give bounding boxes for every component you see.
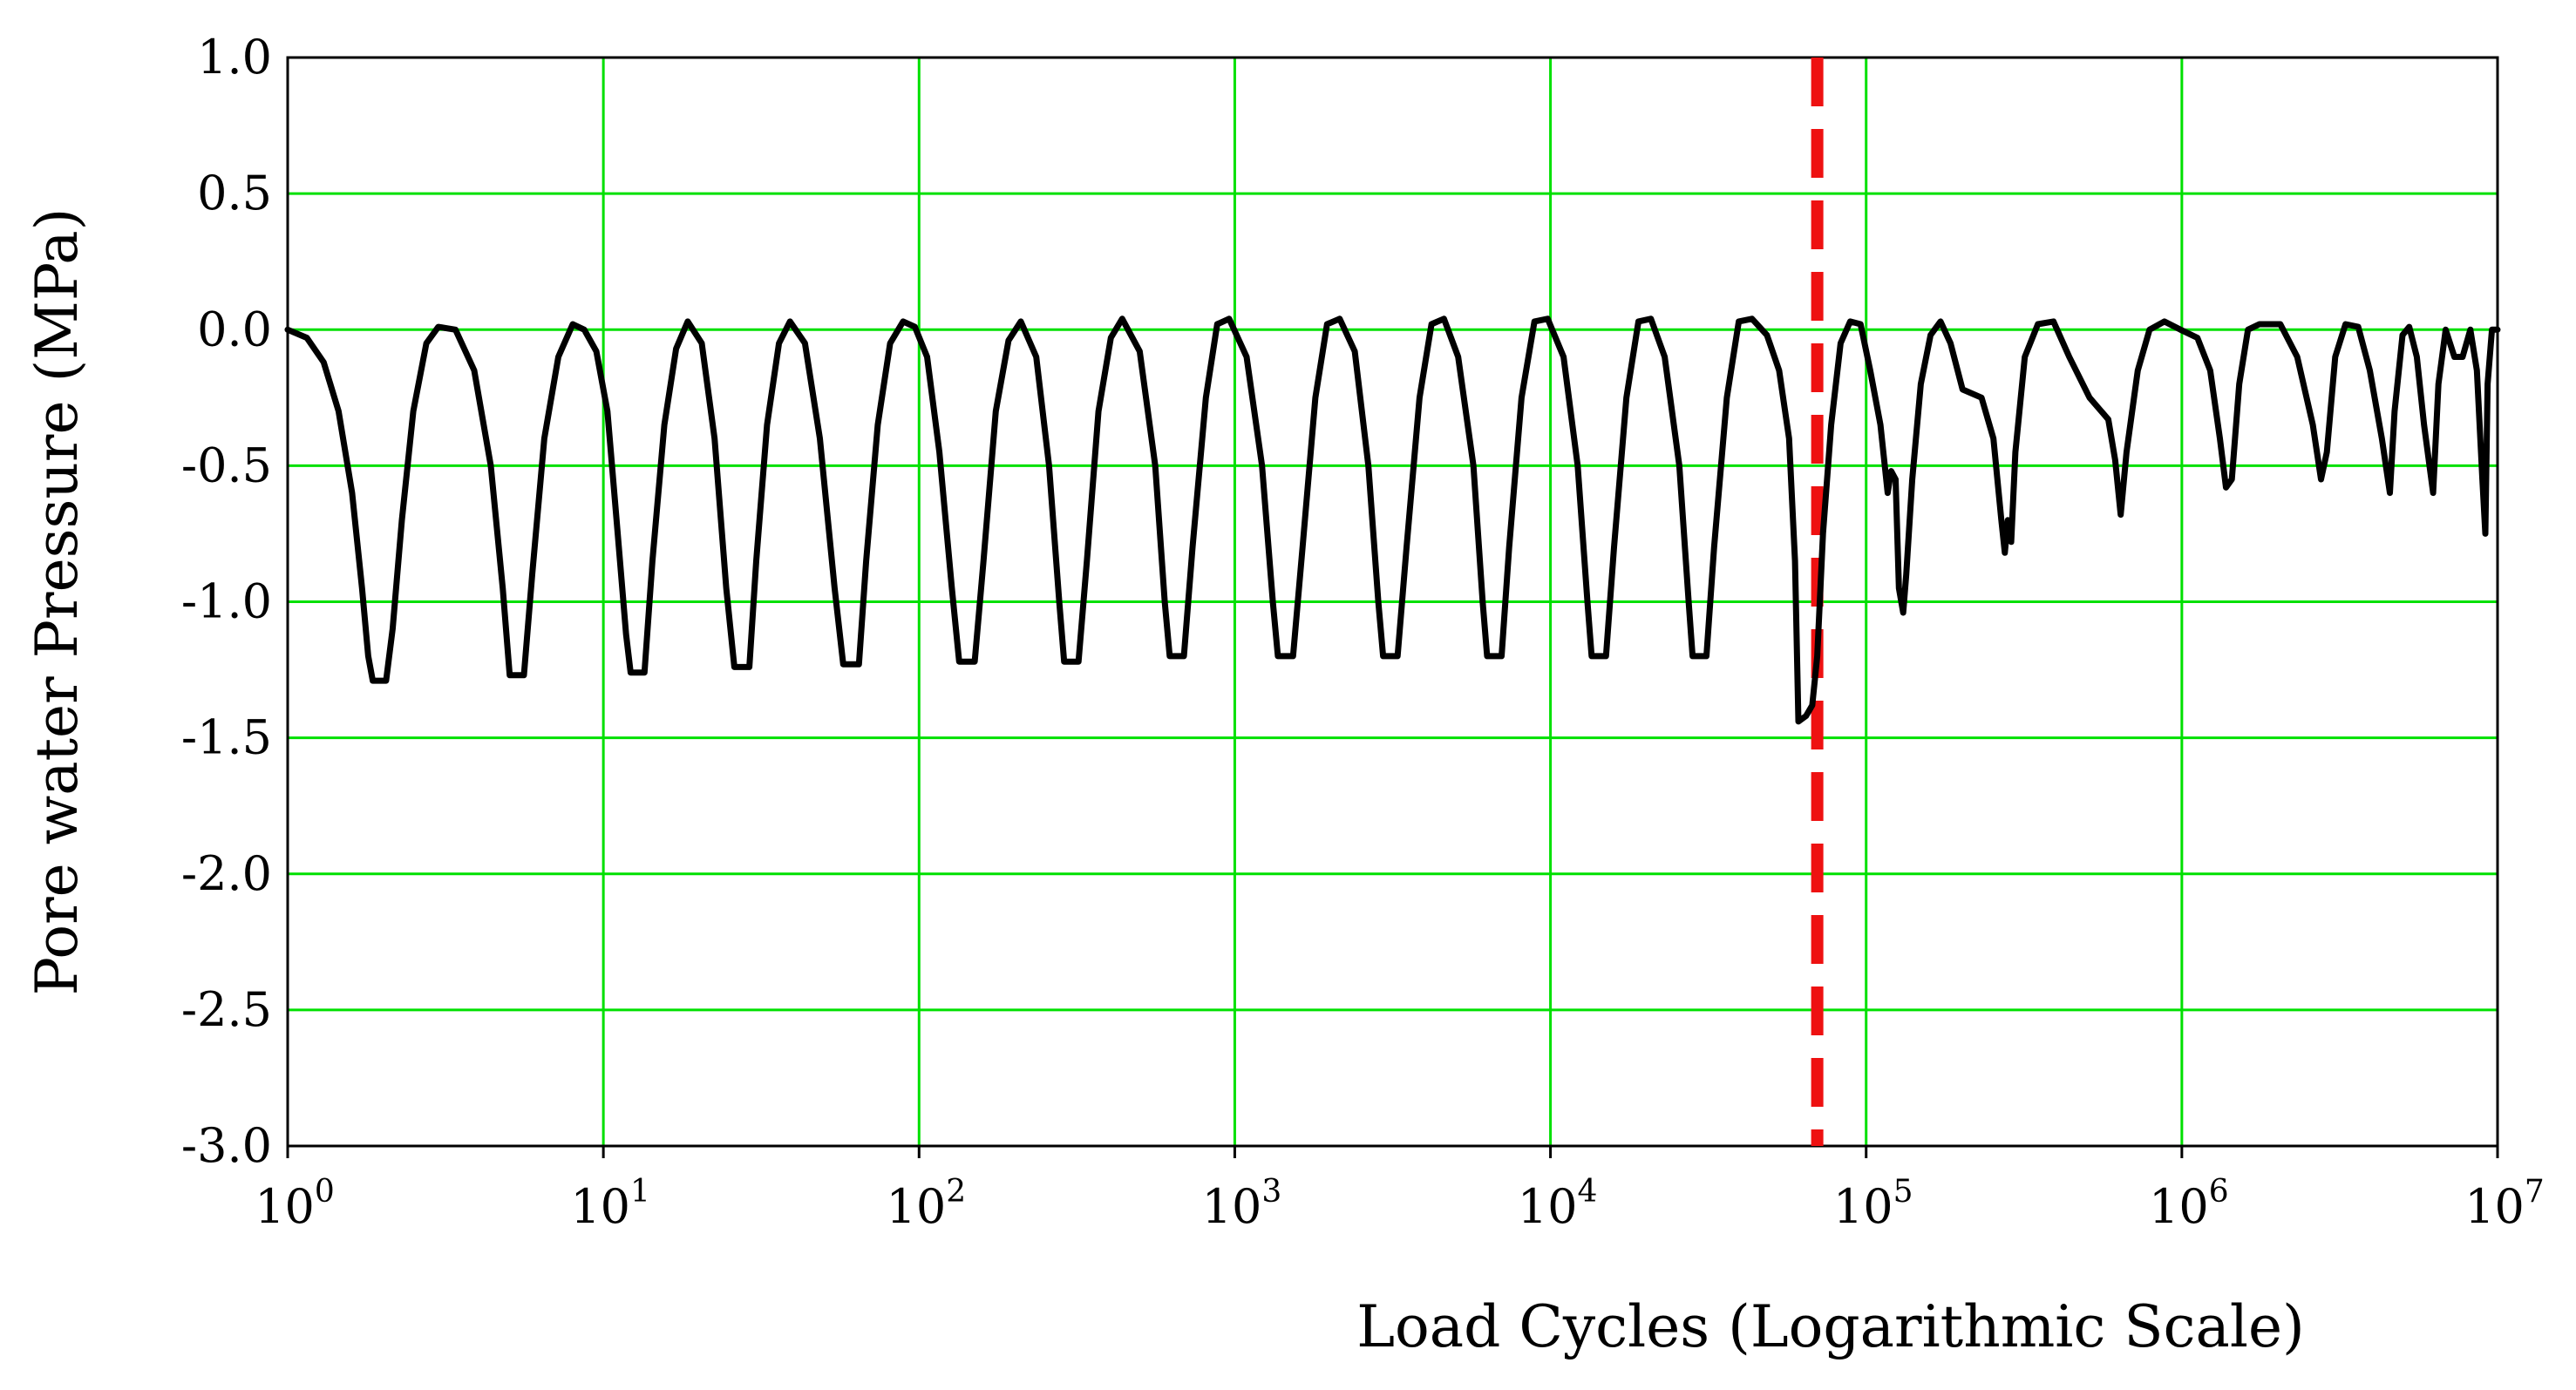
x-tick-label: 106 [2149,1174,2229,1234]
series-layer [284,315,2501,725]
y-tick-label: -2.0 [181,846,272,901]
series-line [284,315,2501,725]
y-tick-label: 0.5 [197,166,272,220]
x-tick-exponent: 2 [946,1174,966,1210]
x-tick-exponent: 7 [2525,1174,2545,1210]
x-tick-base: 10 [2464,1179,2525,1234]
x-tick-exponent: 6 [2209,1174,2229,1210]
x-tick-exponent: 0 [315,1174,335,1210]
y-tick-label: 1.0 [197,30,272,85]
x-tick-base: 10 [886,1179,946,1234]
x-tick-label: 102 [886,1174,966,1234]
y-tick-label: 0.0 [197,302,272,356]
y-tick-label: -3.0 [181,1118,272,1173]
x-tick-exponent: 4 [1577,1174,1597,1210]
x-tick-base: 10 [1202,1179,1262,1234]
x-tick-exponent: 5 [1893,1174,1913,1210]
x-tick-base: 10 [570,1179,630,1234]
x-tick-label: 104 [1518,1174,1598,1234]
x-tick-label: 103 [1202,1174,1282,1234]
y-tick-label: -0.5 [181,437,272,492]
x-axis-title: Load Cycles (Logarithmic Scale) [1356,1293,2305,1360]
y-tick-label: -2.5 [181,982,272,1037]
x-tick-base: 10 [1518,1179,1578,1234]
x-tick-label: 101 [570,1174,650,1234]
x-tick-exponent: 3 [1261,1174,1281,1210]
x-tick-label: 105 [1833,1174,1913,1234]
y-tick-labels: 1.0 0.5 0.0 -0.5 -1.0 -1.5 -2.0 -2.5 -3.0 [181,30,272,1173]
x-tick-label: 107 [2464,1174,2545,1234]
x-tick-base: 10 [2149,1179,2209,1234]
y-tick-label: -1.5 [181,710,272,765]
x-tick-base: 10 [1833,1179,1893,1234]
x-tick-label: 100 [255,1174,335,1234]
y-axis-title: Pore water Pressure (MPa) [24,208,91,996]
x-tick-labels: 100 101 102 103 104 105 106 107 [255,1174,2545,1234]
plot-frame [286,56,2499,1148]
x-tick-base: 10 [255,1179,315,1234]
y-tick-label: -1.0 [181,574,272,629]
x-tick-exponent: 1 [630,1174,650,1210]
